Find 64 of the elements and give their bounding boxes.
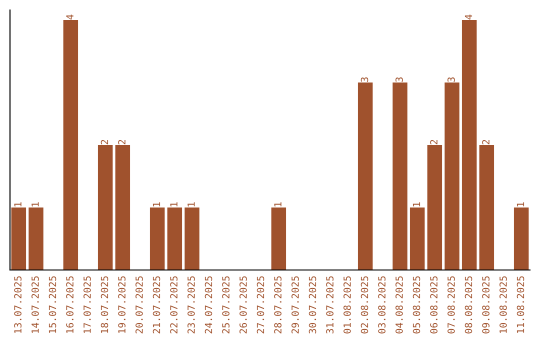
data-label: 2 <box>430 140 438 144</box>
x-tick-label: 30.07.2025 <box>308 276 316 334</box>
bar <box>479 145 494 270</box>
data-label: 3 <box>395 77 403 82</box>
x-tick-label: 21.07.2025 <box>152 276 160 334</box>
bar <box>115 145 130 270</box>
bar <box>184 208 200 270</box>
data-label: 2 <box>118 140 126 144</box>
x-tick-label: 01.08.2025 <box>343 276 351 334</box>
x-tick-label: 07.08.2025 <box>447 276 455 334</box>
data-label: 3 <box>360 77 368 82</box>
x-tick-label: 05.08.2025 <box>412 276 420 334</box>
bar <box>28 208 44 270</box>
bar <box>514 208 529 270</box>
x-tick-label: 04.08.2025 <box>395 276 403 334</box>
bar <box>271 208 286 270</box>
data-label: 1 <box>32 202 39 206</box>
data-label: 1 <box>170 202 178 206</box>
data-label: 4 <box>464 14 472 20</box>
data-label: 3 <box>447 77 455 82</box>
x-tick-label: 28.07.2025 <box>274 276 282 334</box>
bar <box>150 208 165 270</box>
x-tick-label: 26.07.2025 <box>239 276 247 334</box>
x-tick-label: 15.07.2025 <box>48 276 56 333</box>
bar <box>392 82 408 270</box>
x-tick-label: 17.07.2025 <box>83 276 91 333</box>
x-tick-label: 18.07.2025 <box>100 276 108 333</box>
x-tick-label: 06.08.2025 <box>430 276 438 334</box>
x-tick-label: 19.07.2025 <box>118 276 126 333</box>
x-tick-label: 09.08.2025 <box>482 276 490 334</box>
x-tick-label: 02.08.2025 <box>360 276 368 334</box>
bar <box>410 208 425 270</box>
x-tick-label: 10.08.2025 <box>499 276 507 333</box>
bar <box>98 145 113 270</box>
bar <box>63 20 78 270</box>
x-tick-label: 14.07.2025 <box>31 276 39 333</box>
bar <box>462 20 477 270</box>
bar <box>11 208 26 270</box>
bar <box>358 82 373 270</box>
data-label: 1 <box>274 202 282 206</box>
data-label: 2 <box>100 140 108 144</box>
x-tick-label: 03.08.2025 <box>378 276 386 334</box>
data-label: 2 <box>482 140 490 144</box>
bar <box>167 208 182 270</box>
bar <box>444 82 460 270</box>
data-label: 1 <box>188 202 195 206</box>
x-tick-label: 27.07.2025 <box>256 276 264 334</box>
x-tick-label: 29.07.2025 <box>291 276 299 334</box>
x-tick-label: 24.07.2025 <box>204 276 212 334</box>
x-tick-label: 22.07.2025 <box>170 276 178 334</box>
data-label: 1 <box>516 202 524 206</box>
x-tick-label: 13.07.2025 <box>14 276 22 333</box>
x-tick-label: 20.07.2025 <box>135 276 143 334</box>
data-label: 1 <box>412 202 420 206</box>
x-tick-label: 11.08.2025 <box>516 276 524 333</box>
data-label: 1 <box>152 202 160 206</box>
x-tick-label: 25.07.2025 <box>222 276 230 334</box>
bar <box>427 145 442 270</box>
data-label: 4 <box>66 14 74 20</box>
data-label: 1 <box>14 202 22 206</box>
x-tick-label: 23.07.2025 <box>187 276 195 334</box>
x-tick-label: 16.07.2025 <box>66 276 74 333</box>
x-tick-label: 31.07.2025 <box>326 276 334 334</box>
x-tick-label: 08.08.2025 <box>464 276 472 334</box>
